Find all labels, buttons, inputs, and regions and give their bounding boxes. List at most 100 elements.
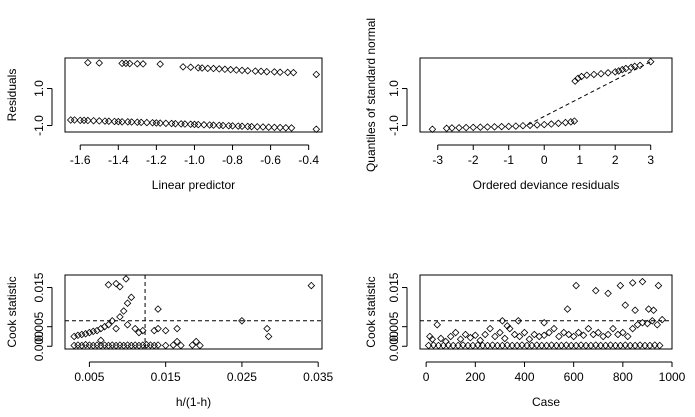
data-point: [628, 324, 637, 333]
data-point: [537, 341, 546, 350]
y-tick-label: 1.0: [387, 80, 401, 97]
x-tick-label: -0.4: [298, 153, 319, 167]
data-point: [118, 59, 126, 68]
data-point: [135, 328, 143, 337]
x-tick-label: 0.005: [74, 370, 104, 384]
data-point: [658, 315, 666, 324]
data-point: [312, 125, 321, 133]
y-tick-label: 0.015: [32, 272, 46, 302]
x-tick-label: -3: [432, 153, 443, 167]
data-point: [540, 120, 548, 129]
data-point: [135, 341, 143, 350]
data-point: [456, 335, 465, 343]
data-point: [461, 330, 470, 339]
data-point: [442, 337, 450, 346]
data-point: [123, 320, 132, 329]
data-point: [247, 122, 256, 131]
data-point: [606, 341, 615, 349]
data-point: [122, 275, 130, 283]
qq-reference-line: [528, 61, 651, 126]
data-point: [143, 118, 151, 127]
x-tick-label: 600: [564, 370, 584, 384]
data-point: [644, 305, 653, 313]
data-point: [97, 336, 105, 345]
data-point: [89, 341, 97, 350]
data-point: [504, 122, 513, 131]
data-point: [95, 117, 104, 125]
data-point: [571, 77, 579, 85]
data-point: [530, 330, 539, 339]
data-point: [276, 123, 284, 132]
data-point: [496, 328, 504, 337]
data-point: [238, 122, 246, 131]
data-point: [173, 324, 181, 333]
data-point: [567, 341, 575, 350]
y-tick-label: 0.000: [32, 331, 46, 361]
data-point: [525, 335, 534, 343]
data-point: [508, 341, 516, 350]
y-tick-label: 1.0: [32, 80, 46, 97]
data-point: [428, 335, 437, 343]
data-point: [127, 293, 136, 302]
data-point: [614, 67, 623, 75]
data-point: [161, 341, 170, 350]
data-point: [555, 332, 563, 341]
data-point: [264, 332, 273, 341]
data-point: [552, 341, 561, 350]
data-point: [238, 66, 246, 75]
data-point: [592, 341, 600, 349]
data-point: [112, 324, 120, 333]
data-point: [533, 341, 541, 349]
data-point: [636, 341, 644, 349]
data-point: [611, 341, 620, 350]
data-point: [188, 341, 197, 349]
panel-p1: -1.6 -1.4 -1.2 -1.0 -0.8 -0.6 -0.4 -1.0 1.0 Linea…: [5, 57, 323, 192]
data-point: [655, 341, 664, 350]
data-point: [609, 324, 617, 333]
data-point: [228, 122, 237, 130]
data-point: [74, 331, 82, 340]
data-point: [221, 65, 229, 74]
data-point: [567, 118, 575, 126]
data-point: [503, 322, 512, 330]
data-point: [108, 317, 117, 325]
data-point: [547, 341, 556, 349]
data-point: [590, 70, 598, 79]
data-point: [486, 324, 494, 333]
data-point: [312, 70, 321, 79]
data-point: [434, 341, 443, 350]
data-point: [505, 324, 514, 333]
data-point: [545, 328, 553, 337]
data-point: [564, 330, 573, 339]
data-point: [621, 341, 630, 349]
data-point: [520, 328, 529, 337]
data-point: [219, 121, 227, 130]
data-point: [127, 118, 136, 126]
data-point: [437, 334, 445, 343]
data-point: [70, 116, 79, 124]
data-point: [429, 341, 438, 349]
data-point: [646, 57, 655, 66]
data-point: [192, 337, 200, 346]
data-point: [161, 326, 170, 335]
data-point: [510, 330, 519, 339]
data-point: [137, 118, 145, 127]
x-tick-label: 0.025: [227, 370, 257, 384]
data-point: [209, 64, 218, 73]
data-point: [574, 74, 582, 83]
data-point: [204, 64, 212, 73]
data-point: [154, 305, 162, 313]
x-tick-label: 1000: [659, 370, 686, 384]
data-point: [259, 123, 267, 131]
data-point: [76, 116, 84, 125]
x-tick-label: 400: [514, 370, 534, 384]
data-point: [490, 123, 499, 131]
y-axis-title: Residuals: [5, 69, 19, 122]
y-tick-label: -1.0: [32, 115, 46, 136]
data-point: [596, 341, 605, 350]
data-point: [503, 341, 512, 349]
data-point: [253, 123, 262, 131]
data-point: [550, 324, 558, 333]
data-point: [179, 63, 187, 71]
data-point: [519, 121, 527, 130]
